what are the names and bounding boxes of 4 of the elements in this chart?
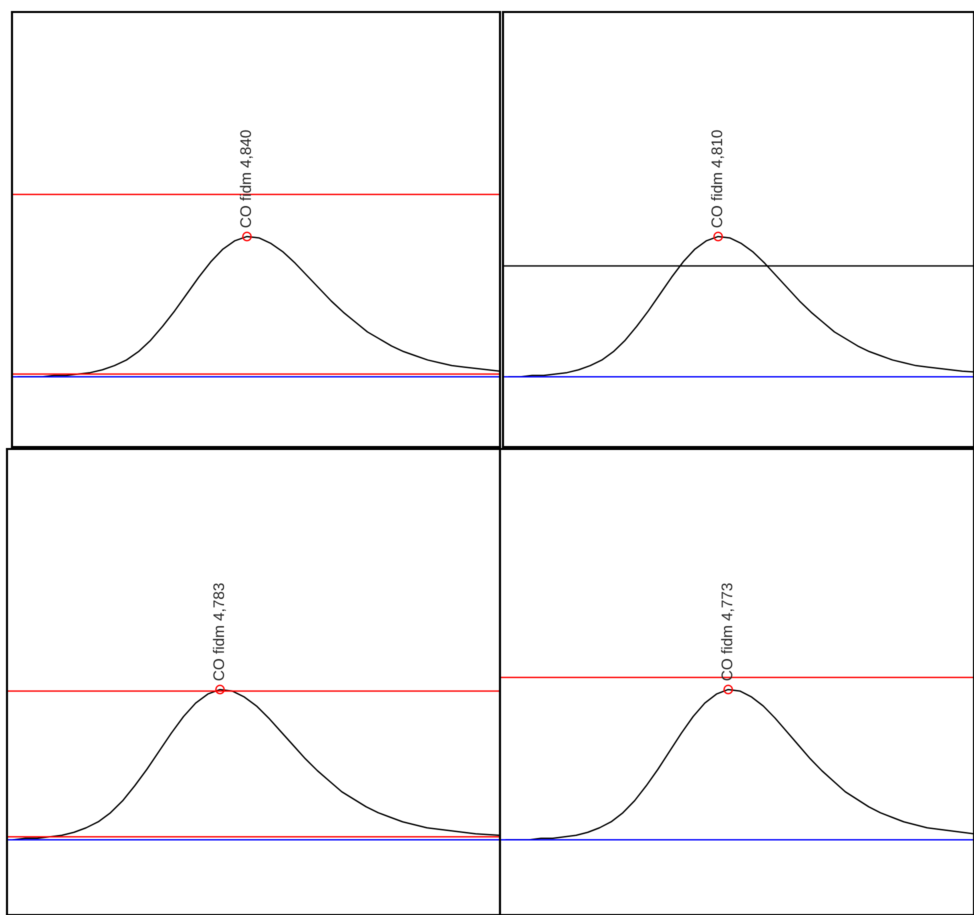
- annotation: CO fidm 4,783: [212, 583, 226, 680]
- annotation: CO fidm 4,810: [711, 130, 724, 228]
- annotation: CO fidm 4,840: [240, 130, 253, 228]
- annotation: CO fidm 4,773: [721, 583, 734, 680]
